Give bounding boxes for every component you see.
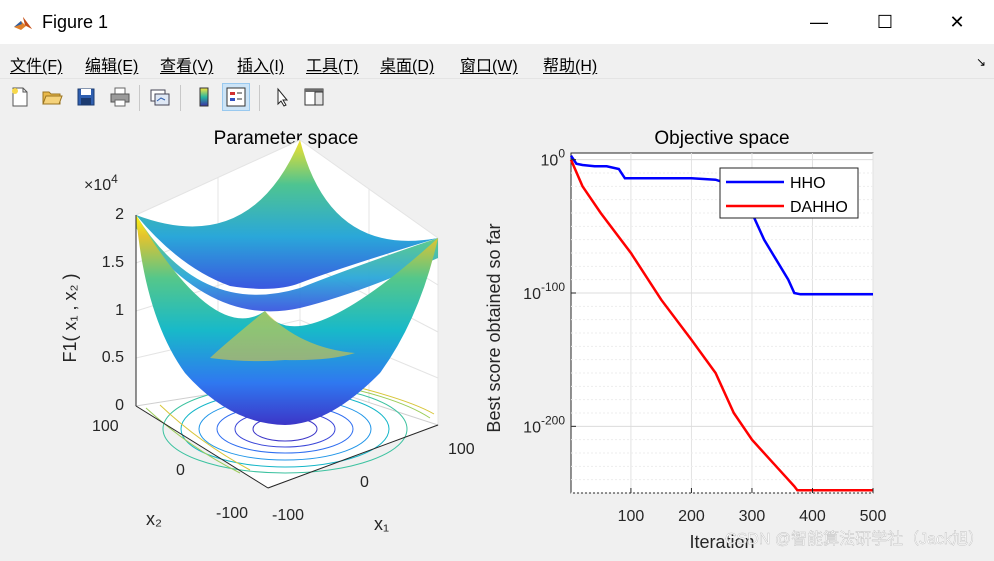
x-tick-label: 100 [618,508,645,525]
plot-ticks: 100 200 300 400 500 100 10-100 10-200 [523,147,886,525]
menu-file[interactable]: 文件(F) [10,58,63,75]
figure-canvas[interactable]: Parameter space [0,118,994,556]
left-plot-title: Parameter space [214,128,359,149]
surface-back-ridge [136,140,438,289]
x-tick-label: 200 [678,508,705,525]
z-axis-label: F1( x₁ , x₂ ) [60,273,80,362]
save-icon[interactable] [72,83,100,111]
toolbar-separator [139,85,140,111]
z-tick: 2 [115,206,124,223]
menu-edit[interactable]: 编辑(E) [85,58,139,75]
menu-desktop[interactable]: 桌面(D) [380,58,435,75]
dock-figure-icon[interactable]: ↘ [975,55,986,69]
window-title: Figure 1 [42,12,109,32]
toolbar-separator [180,85,181,111]
menu-bar: 文件(F) 编辑(E) 查看(V) 插入(I) 工具(T) 桌面(D) 窗口(W… [0,44,994,78]
x-axis-line [267,424,439,489]
property-editor-icon[interactable] [300,83,328,111]
menu-window[interactable]: 窗口(W) [460,58,518,75]
x-tick-label: 400 [799,508,826,525]
link-plot-icon[interactable] [146,83,174,111]
legend-icon[interactable] [222,83,250,111]
watermark-text: CSDN @智能算法研学社（Jack旭） [725,529,984,548]
z-tick: 0.5 [102,349,124,366]
z-tick: 1 [115,302,124,319]
z-exponent-label: ×104 [84,172,118,194]
y-axis-label: Best score obtained so far [484,223,504,432]
z-tick: 1.5 [102,254,124,271]
objective-space-plot: Objective space 100 200 300 400 500 100 10-100… [484,128,886,552]
y-tick: -100 [216,505,248,522]
x-axis-label: Iteration [689,532,754,552]
surface-back [136,215,438,312]
figure-svg: Parameter space [60,128,984,552]
x-tick: 0 [360,474,369,491]
menu-insert[interactable]: 插入(I) [237,58,285,75]
legend[interactable]: HHO DAHHO [719,167,859,219]
z-tick: 0 [115,397,124,414]
series-line-dahho [569,159,873,492]
x-tick: -100 [272,507,304,524]
print-icon[interactable] [106,83,134,111]
window-titlebar: Figure 1 — ☐ ✕ [0,0,994,44]
right-plot-title: Objective space [654,128,789,149]
y-tick: 100 [92,418,119,435]
y-tick: 0 [176,462,185,479]
matlab-logo-icon [12,12,34,34]
legend-label-hho: HHO [790,175,826,192]
toolbar [0,78,994,120]
y-axis-label: x₂ [146,509,162,529]
x-tick: 100 [448,441,475,458]
x-tick-label: 300 [739,508,766,525]
x-axis-label: x₁ [374,514,389,534]
y-tick-label: 10-100 [523,280,565,303]
legend-label-dahho: DAHHO [790,199,848,216]
legend-box [719,167,859,219]
minimize-button[interactable]: — [810,11,828,32]
menu-view[interactable]: 查看(V) [160,58,214,75]
new-figure-icon[interactable] [6,83,34,111]
menu-help[interactable]: 帮助(H) [543,58,598,75]
pointer-icon[interactable] [268,83,296,111]
open-icon[interactable] [38,83,66,111]
colorbar-icon[interactable] [190,83,218,111]
x-tick-label: 500 [860,508,887,525]
surface-front-ridge [210,311,355,362]
maximize-button[interactable]: ☐ [876,11,894,32]
surface-front [136,215,438,425]
toolbar-separator [259,85,260,111]
menu-tools[interactable]: 工具(T) [306,58,359,75]
y-axis-line [135,405,269,489]
close-button[interactable]: ✕ [949,11,965,32]
y-tick-label: 100 [541,147,566,170]
y-tick-label: 10-200 [523,413,565,436]
parameter-space-plot: Parameter space [60,128,475,534]
